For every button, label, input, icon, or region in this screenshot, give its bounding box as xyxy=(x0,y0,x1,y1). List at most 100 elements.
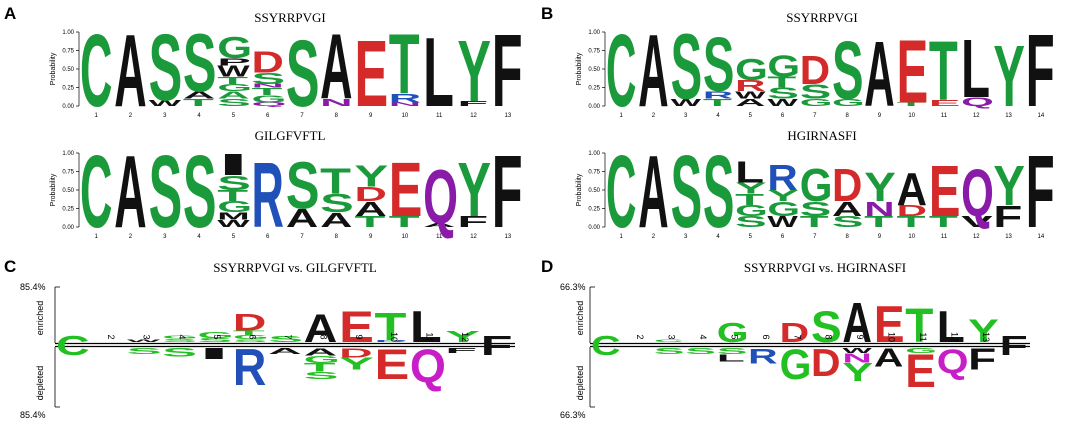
logo-a2-position-label: 12 xyxy=(470,234,477,240)
logo-a1-position-label: 6 xyxy=(266,113,270,119)
logo-b1-letter: W xyxy=(671,97,702,109)
logo-a2-letter: T xyxy=(354,213,385,230)
diff-d-baseline-letter: F xyxy=(1000,331,1028,362)
diff-c-enriched-letter: A xyxy=(304,307,337,352)
diff-c-position-label: 12 xyxy=(460,332,470,342)
logo-b1-position-label: 5 xyxy=(749,113,753,119)
logo-a2-position-label: 2 xyxy=(129,234,133,240)
diff-c-position-label: 4 xyxy=(177,334,187,339)
diff-c-depleted-letter: S xyxy=(162,346,197,359)
logo-a1-letter: S xyxy=(286,21,320,127)
diff-c-enriched-letter: D xyxy=(233,309,266,336)
logo-b1-letter: R xyxy=(703,90,733,101)
logo-b2-letter: L xyxy=(735,156,764,190)
diff-c-enriched-letter: S xyxy=(162,338,197,343)
diff-c-baseline-letter: F xyxy=(481,330,513,361)
diff-d-position-label: 3 xyxy=(667,334,677,339)
logo-b2-letter: Y xyxy=(767,188,799,205)
logo-a1-letter: G xyxy=(217,31,252,65)
logo-a1-letter: Q xyxy=(252,101,287,107)
logo-a2-letter: Y xyxy=(457,146,491,232)
logo-a2-letter: S xyxy=(217,172,251,195)
logo-b2-letter: W xyxy=(767,214,798,231)
logo-a2-ylabel: Probability xyxy=(50,173,57,206)
logo-a2-letter: I xyxy=(217,147,249,181)
logo-a2-letter: T xyxy=(389,213,420,230)
logo-a2-position-label: 3 xyxy=(163,234,167,240)
diff-c-enriched-letter: Y xyxy=(445,328,480,346)
logo-b2-position-label: 7 xyxy=(813,234,817,240)
diff-d-depleted-label: depleted xyxy=(575,366,585,401)
diff-c-depleted-label: depleted xyxy=(35,366,45,401)
logo-a1-letter: N xyxy=(320,97,352,108)
logo-a2-ytick-label: 0.00 xyxy=(62,225,74,231)
logo-a2-position-label: 9 xyxy=(369,234,373,240)
diff-d-depleted-letter: S xyxy=(685,347,716,357)
diff-c-depleted-letter: A xyxy=(304,347,337,358)
diff-c-enriched-letter: G xyxy=(198,331,234,340)
diff-c-depleted-letter: Y xyxy=(339,355,374,374)
logo-a2-letter: A xyxy=(423,222,455,228)
panel-label-c: C xyxy=(4,257,16,276)
diff-c-depleted-letter: A xyxy=(268,347,301,357)
logo-a1-ytick-label: 1.00 xyxy=(62,30,74,36)
logo-b1-letter: T xyxy=(929,25,958,119)
logo-a1-letter: T xyxy=(183,97,214,109)
logo-b2-position-label: 9 xyxy=(878,234,882,240)
logo-a2-letter: S xyxy=(286,148,320,224)
logo-a1-position-label: 5 xyxy=(232,113,236,119)
logo-b1-ytick-label: 0.00 xyxy=(588,104,600,110)
diff-c-enriched-letter: T xyxy=(233,329,265,336)
logo-a2-position-label: 4 xyxy=(197,234,201,240)
logo-a1-letter: N xyxy=(252,83,284,89)
diff-d-position-label: 6 xyxy=(761,334,771,339)
diff-c-depleted-letter: Q xyxy=(410,340,446,393)
logo-a1-position-label: 13 xyxy=(505,113,512,119)
logo-a2-letter: A xyxy=(354,198,386,221)
diff-c-depleted-letter: S xyxy=(127,346,162,356)
logo-a1-position-label: 7 xyxy=(300,113,304,119)
logo-a1-ytick-label: 0.50 xyxy=(62,67,74,73)
diff-c-depleted-letter: F xyxy=(445,347,477,355)
logo-b2-letter: C xyxy=(606,134,636,249)
logo-b2-letter: Y xyxy=(735,180,767,197)
logo-a2-letter: R xyxy=(252,144,284,247)
logo-b1-position-label: 11 xyxy=(941,113,948,119)
diff-d-position-label: 10 xyxy=(887,332,897,342)
logo-b2-position-label: 3 xyxy=(684,234,688,240)
logo-a1-position-label: 12 xyxy=(470,113,477,119)
logo-a2-ytick-label: 0.75 xyxy=(62,170,74,176)
logo-a2-letter: S xyxy=(183,136,217,250)
logo-b1-letter: G xyxy=(735,53,768,87)
panel-label-d: D xyxy=(541,257,553,276)
diff-d-enriched-letter: Y xyxy=(968,314,999,350)
logo-a1-letter: C xyxy=(80,13,112,128)
logo-a2-position-label: 13 xyxy=(505,234,512,240)
logo-b1-letter: W xyxy=(735,90,766,102)
diff-c-position-label: 9 xyxy=(354,334,364,339)
logo-b2-ylabel: Probability xyxy=(576,173,583,206)
logo-b1-position-label: 8 xyxy=(845,113,849,119)
diff-d-depleted-letter: W xyxy=(842,347,872,355)
logo-b2-letter: D xyxy=(832,160,862,211)
logo-a1-position-label: 1 xyxy=(94,113,98,119)
logo-b2-position-label: 11 xyxy=(941,234,948,240)
logo-a2-letter: A xyxy=(320,209,352,232)
diff-c-depleted-letter: G xyxy=(304,354,340,365)
logo-b2-ytick-label: 0.25 xyxy=(588,207,600,213)
logo-b1-letter: G xyxy=(832,97,865,108)
logo-a1-position-label: 9 xyxy=(369,113,373,119)
logo-a1-letter: T xyxy=(217,74,248,86)
logo-b1-position-label: 10 xyxy=(908,113,915,119)
logo-a1-letter: L xyxy=(423,17,454,128)
diff-d-enriched-letter: A xyxy=(842,292,872,355)
diff-c-enriched-letter: G xyxy=(233,334,269,340)
logo-b2-letter: S xyxy=(832,213,864,230)
logo-a1-letter: G xyxy=(252,93,287,104)
logo-a1-position-label: 11 xyxy=(436,113,443,119)
logo-a1-letter: F xyxy=(492,15,523,129)
logo-a2-letter: T xyxy=(217,187,248,204)
logo-b2-letter: D xyxy=(897,202,927,220)
logo-b2-position-label: 1 xyxy=(619,234,623,240)
